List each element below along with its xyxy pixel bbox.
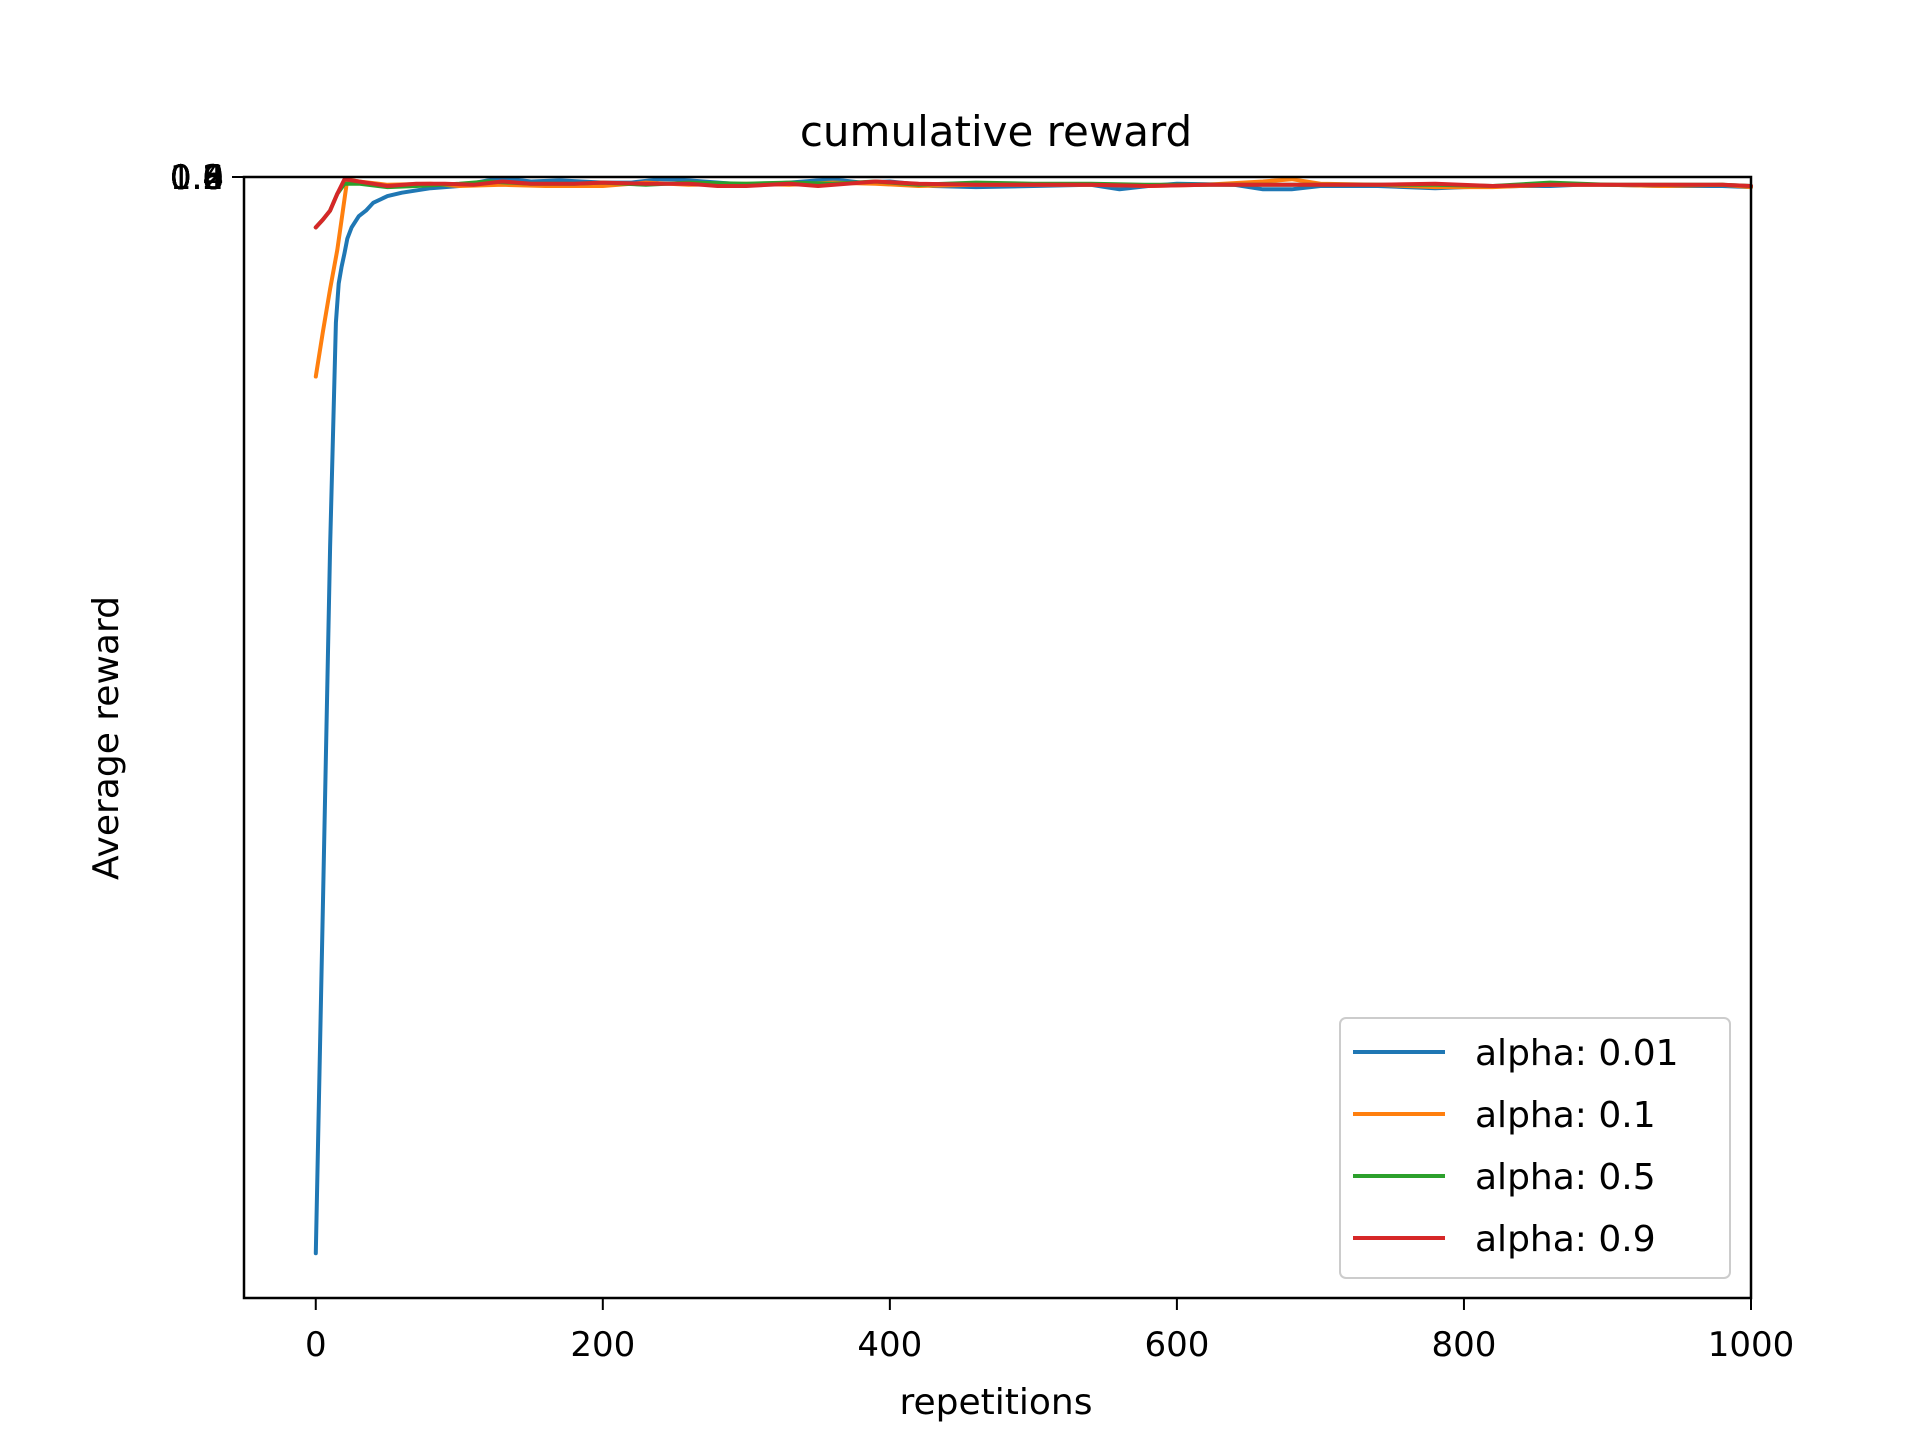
- x-tick-label: 800: [1431, 1325, 1496, 1365]
- legend-box: [1339, 1017, 1731, 1279]
- series-line-3: [313, 177, 1753, 230]
- y-tick-label: 0.4: [170, 158, 224, 198]
- x-tick-label: 200: [570, 1325, 635, 1365]
- x-tick-label: 1000: [1708, 1325, 1795, 1365]
- x-tick-label: 400: [857, 1325, 922, 1365]
- y-tick-label: 1.0: [170, 158, 224, 198]
- y-axis-label: Average reward: [86, 596, 127, 880]
- x-axis-label: repetitions: [900, 1382, 1093, 1423]
- axis-ticks: 0 200 400 600 800 1000 0.00.20.40.60.81.0: [170, 158, 1794, 1365]
- series-lines: [313, 176, 1753, 1256]
- legend-label: alpha: 0.9: [1475, 1219, 1656, 1260]
- chart-title: cumulative reward: [800, 107, 1192, 156]
- y-tick-label: 0.8: [170, 158, 224, 198]
- y-tick-label: 0.6: [170, 158, 224, 198]
- legend-label: alpha: 0.1: [1475, 1095, 1656, 1136]
- plot-frame: [242, 175, 1753, 1300]
- x-tick-label: 0: [305, 1325, 327, 1365]
- legend-label: alpha: 0.5: [1475, 1157, 1656, 1198]
- legend-label: alpha: 0.01: [1475, 1033, 1679, 1074]
- legend: alpha: 0.01 alpha: 0.1 alpha: 0.5 alpha: 0.…: [1339, 1017, 1731, 1279]
- y-tick-label: 0.0: [170, 158, 224, 198]
- x-tick-label: 600: [1144, 1325, 1209, 1365]
- y-tick-label: 0.2: [170, 158, 224, 198]
